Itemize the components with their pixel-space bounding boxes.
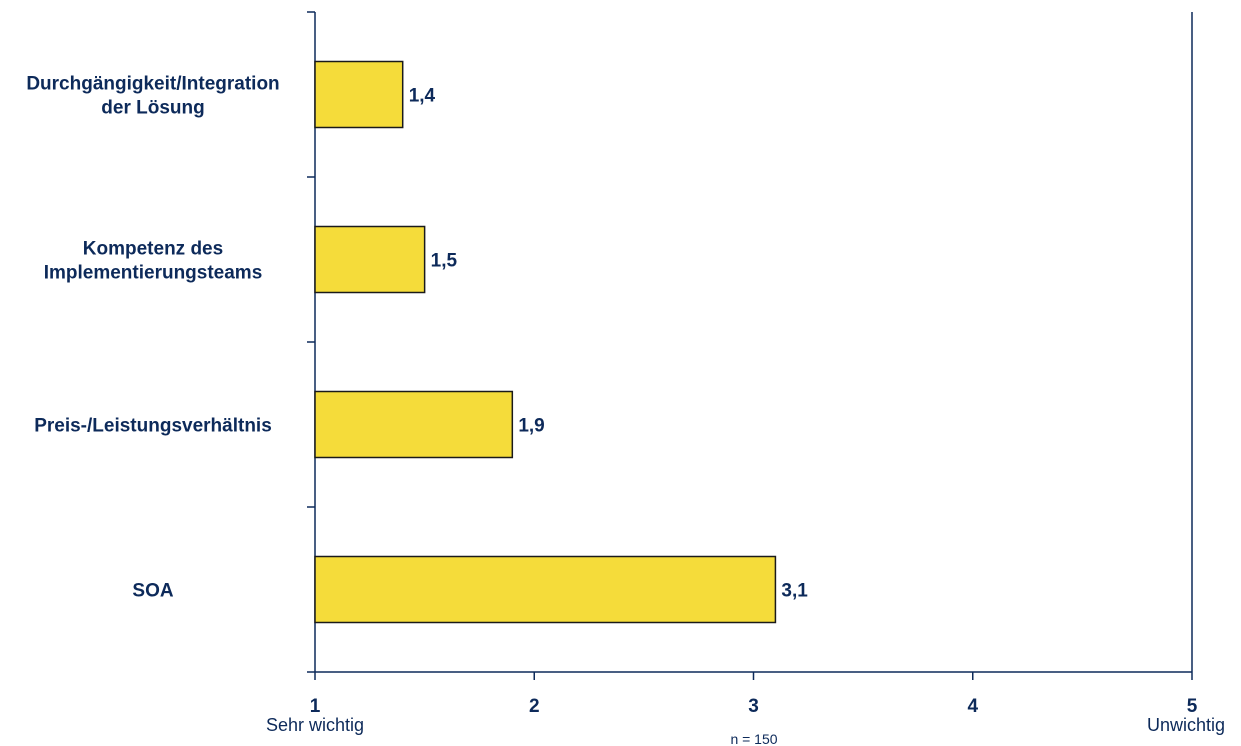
category-label: SOA — [132, 581, 173, 602]
category-label-line: Durchgängigkeit/Integration — [26, 74, 279, 95]
bar — [314, 555, 777, 624]
value-label: 1,4 — [409, 86, 436, 107]
bar — [314, 60, 404, 129]
category-label-line: Kompetenz des — [83, 239, 223, 260]
category-labels: Durchgängigkeit/Integration der Lösung Kom… — [26, 74, 279, 602]
x-axis: 1 2 3 4 5 — [310, 672, 1198, 717]
category-label-line: der Lösung — [101, 98, 204, 119]
value-label: 1,9 — [518, 416, 544, 437]
category-label-line: SOA — [132, 581, 173, 602]
value-labels: 1,4 1,5 1,9 3,1 — [409, 86, 809, 602]
x-tick-label: 1 — [310, 696, 321, 717]
x-tick-label: 2 — [529, 696, 540, 717]
category-label-line: Preis-/Leistungsverhältnis — [34, 416, 272, 437]
bar — [314, 390, 514, 459]
x-axis-left-end-label: Sehr wichtig — [266, 715, 364, 735]
x-tick-label: 5 — [1187, 696, 1198, 717]
x-tick-label: 4 — [967, 696, 978, 717]
sample-size-note: n = 150 — [730, 731, 777, 746]
bars-group — [314, 60, 777, 624]
category-label-line: Implementierungsteams — [44, 263, 263, 284]
category-label: Preis-/Leistungsverhältnis — [34, 416, 272, 437]
category-label: Durchgängigkeit/Integration der Lösung — [26, 74, 279, 119]
bar — [314, 225, 426, 294]
value-label: 3,1 — [781, 581, 808, 602]
category-label: Kompetenz des Implementierungsteams — [44, 239, 263, 284]
x-axis-right-end-label: Unwichtig — [1147, 715, 1225, 735]
value-label: 1,5 — [431, 251, 458, 272]
x-tick-label: 3 — [748, 696, 759, 717]
